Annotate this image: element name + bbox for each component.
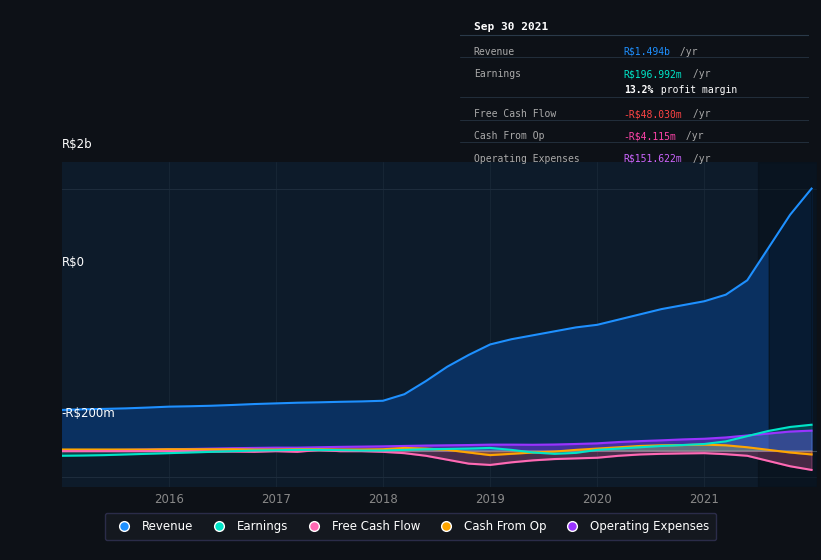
Text: /yr: /yr [686,69,710,79]
Text: R$0: R$0 [62,256,85,269]
Text: Sep 30 2021: Sep 30 2021 [474,22,548,31]
Bar [758,162,817,487]
Text: 13.2%: 13.2% [624,86,654,95]
Text: /yr: /yr [681,132,704,142]
Text: Earnings: Earnings [474,69,521,79]
Text: -R$200m: -R$200m [62,407,115,420]
Text: R$1.494b: R$1.494b [624,47,671,57]
Text: profit margin: profit margin [655,86,737,95]
Legend: Revenue, Earnings, Free Cash Flow, Cash From Op, Operating Expenses: Revenue, Earnings, Free Cash Flow, Cash … [105,513,716,540]
Text: /yr: /yr [686,153,710,164]
Text: Operating Expenses: Operating Expenses [474,153,580,164]
Text: R$2b: R$2b [62,138,92,151]
Text: /yr: /yr [674,47,698,57]
Text: Free Cash Flow: Free Cash Flow [474,109,556,119]
Text: Revenue: Revenue [474,47,515,57]
Text: R$151.622m: R$151.622m [624,153,682,164]
Text: Cash From Op: Cash From Op [474,132,544,142]
Text: -R$4.115m: -R$4.115m [624,132,677,142]
Text: /yr: /yr [686,109,710,119]
Text: -R$48.030m: -R$48.030m [624,109,682,119]
Text: R$196.992m: R$196.992m [624,69,682,79]
